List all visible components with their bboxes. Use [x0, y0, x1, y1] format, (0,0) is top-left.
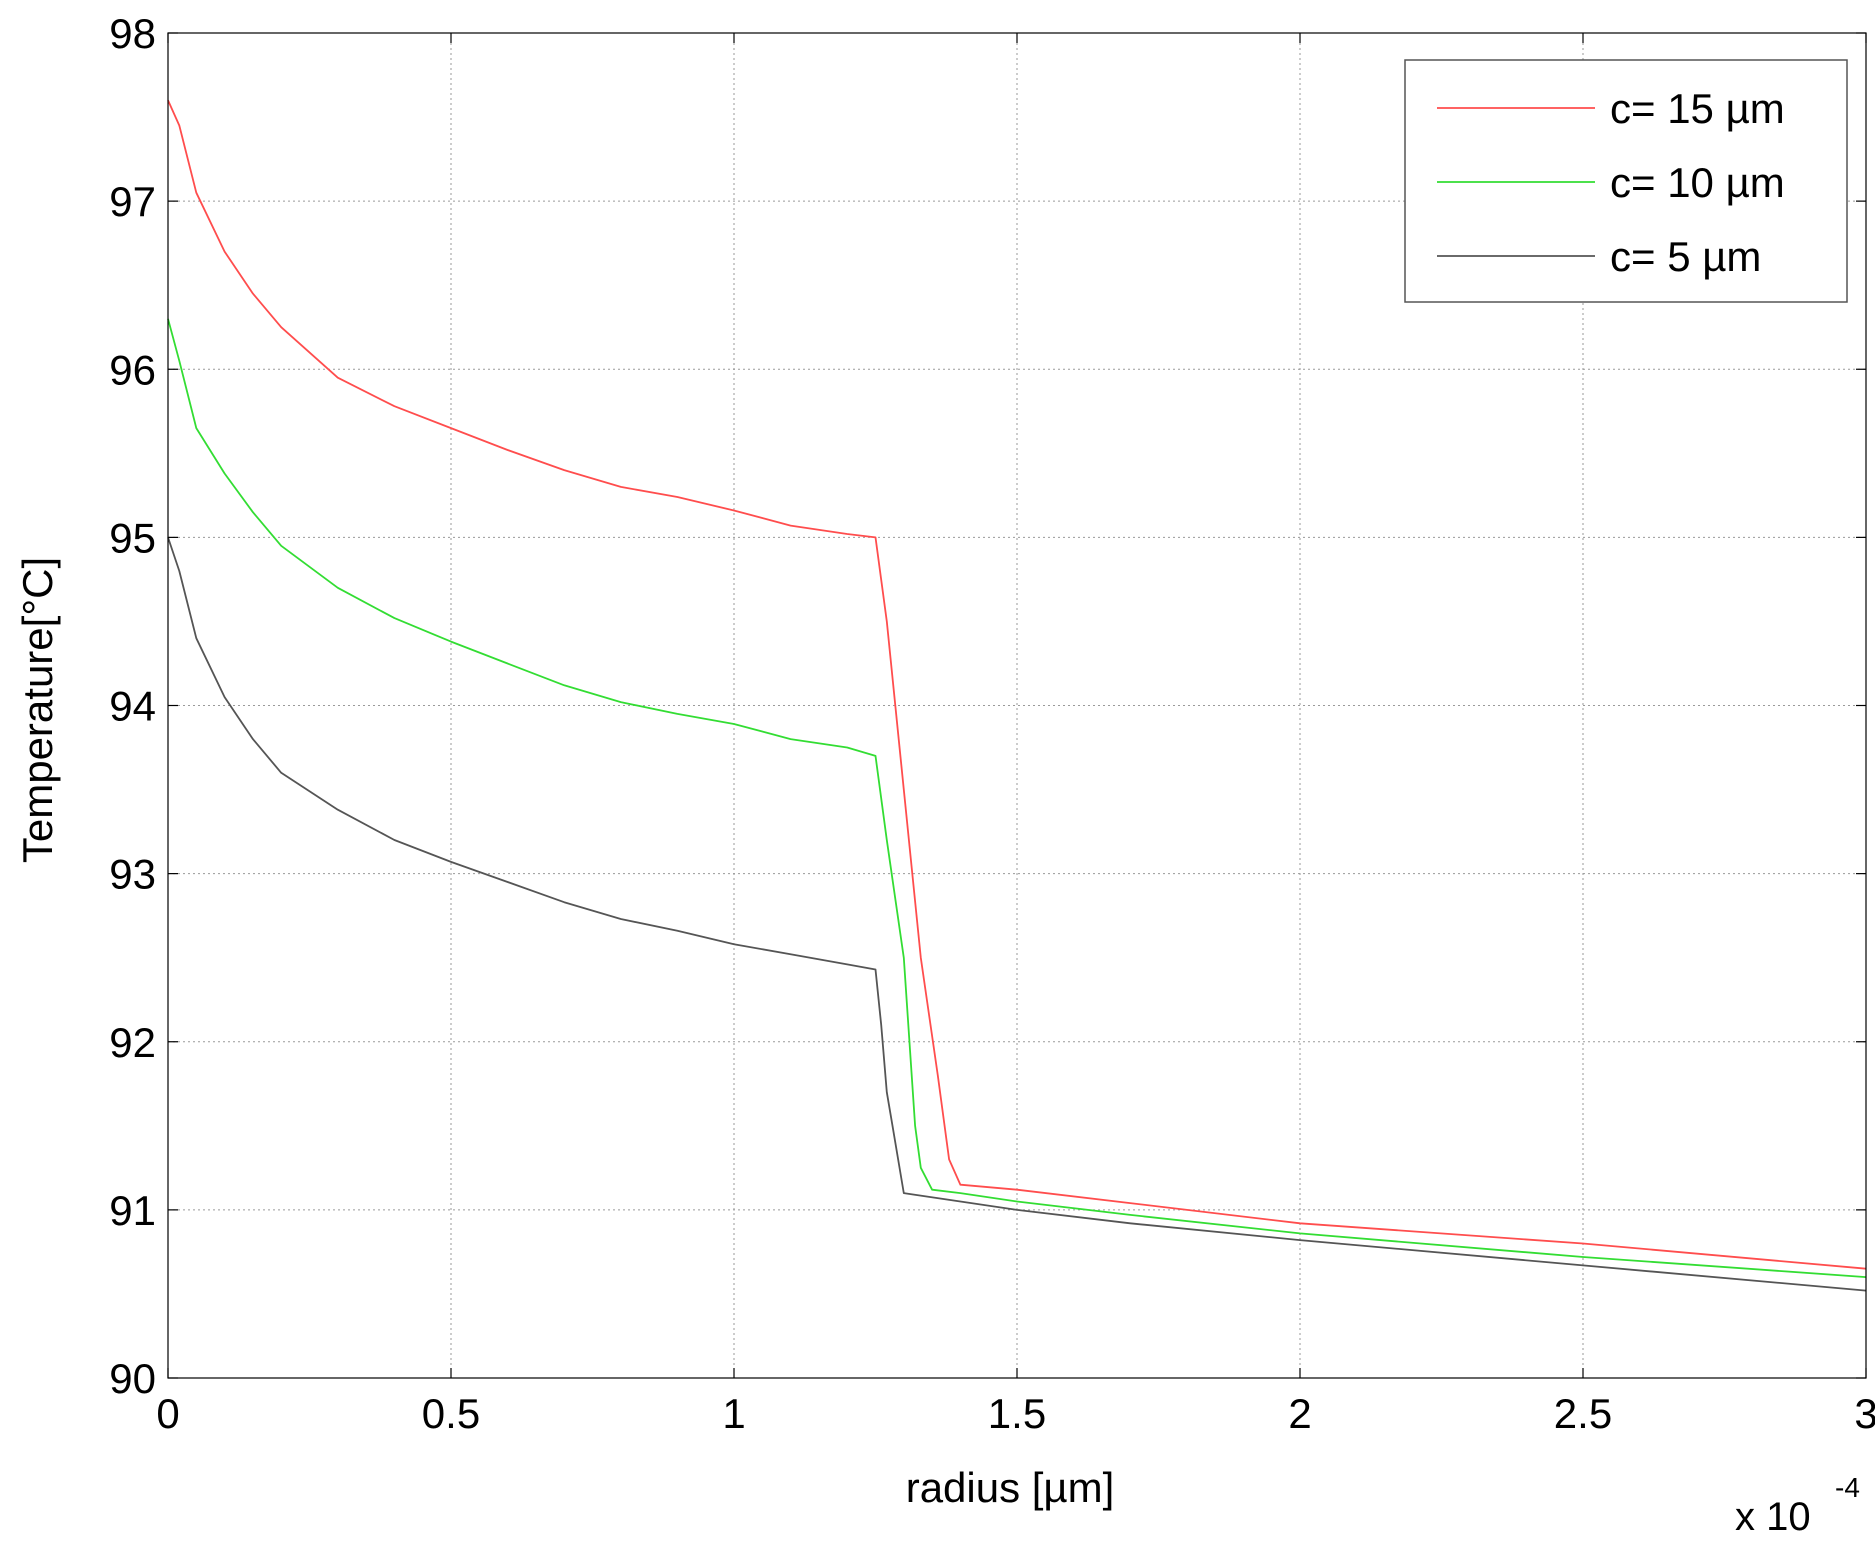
series-line-3: [167, 537, 1867, 1292]
y-tick-label: 91: [109, 1187, 156, 1234]
y-tick-label: 98: [109, 10, 156, 57]
x-multiplier-base: x 10: [1735, 1495, 1811, 1539]
y-tick-label: 94: [109, 683, 156, 730]
y-tick-label: 96: [109, 346, 156, 393]
y-tick-label: 97: [109, 178, 156, 225]
x-axis-multiplier: x 10 -4: [1735, 1472, 1860, 1539]
series-line-1: [167, 99, 1867, 1270]
x-tick-label: 0: [156, 1390, 179, 1437]
x-tick-label: 2: [1288, 1390, 1311, 1437]
legend-label-3: c= 5 µm: [1610, 233, 1761, 280]
axis-ticks: 0 0.5 1 1.5 2 2.5 3 90 91 92 93 94 95 96 97 98: [109, 10, 1875, 1437]
x-tick-label: 2.5: [1554, 1390, 1612, 1437]
x-axis-label: radius [µm]: [906, 1464, 1115, 1511]
series-lines: [167, 99, 1867, 1292]
legend-box: [1404, 59, 1848, 303]
x-tick-label: 1.5: [988, 1390, 1046, 1437]
y-axis-label: Temperature[°C]: [14, 557, 61, 863]
legend-items: c= 15 µm c= 10 µm c= 5 µm: [1437, 85, 1785, 280]
legend-label-1: c= 15 µm: [1610, 85, 1785, 132]
x-tick-label: 1: [722, 1390, 745, 1437]
x-multiplier-exponent: -4: [1835, 1472, 1860, 1503]
x-tick-label: 3: [1854, 1390, 1875, 1437]
y-tick-label: 90: [109, 1355, 156, 1402]
y-tick-label: 92: [109, 1019, 156, 1066]
legend-label-2: c= 10 µm: [1610, 159, 1785, 206]
legend: c= 15 µm c= 10 µm c= 5 µm: [1404, 59, 1848, 303]
grid-lines: [168, 33, 1866, 1378]
series-line-2: [167, 318, 1867, 1278]
x-tick-label: 0.5: [422, 1390, 480, 1437]
y-tick-label: 93: [109, 851, 156, 898]
y-tick-label: 95: [109, 514, 156, 561]
